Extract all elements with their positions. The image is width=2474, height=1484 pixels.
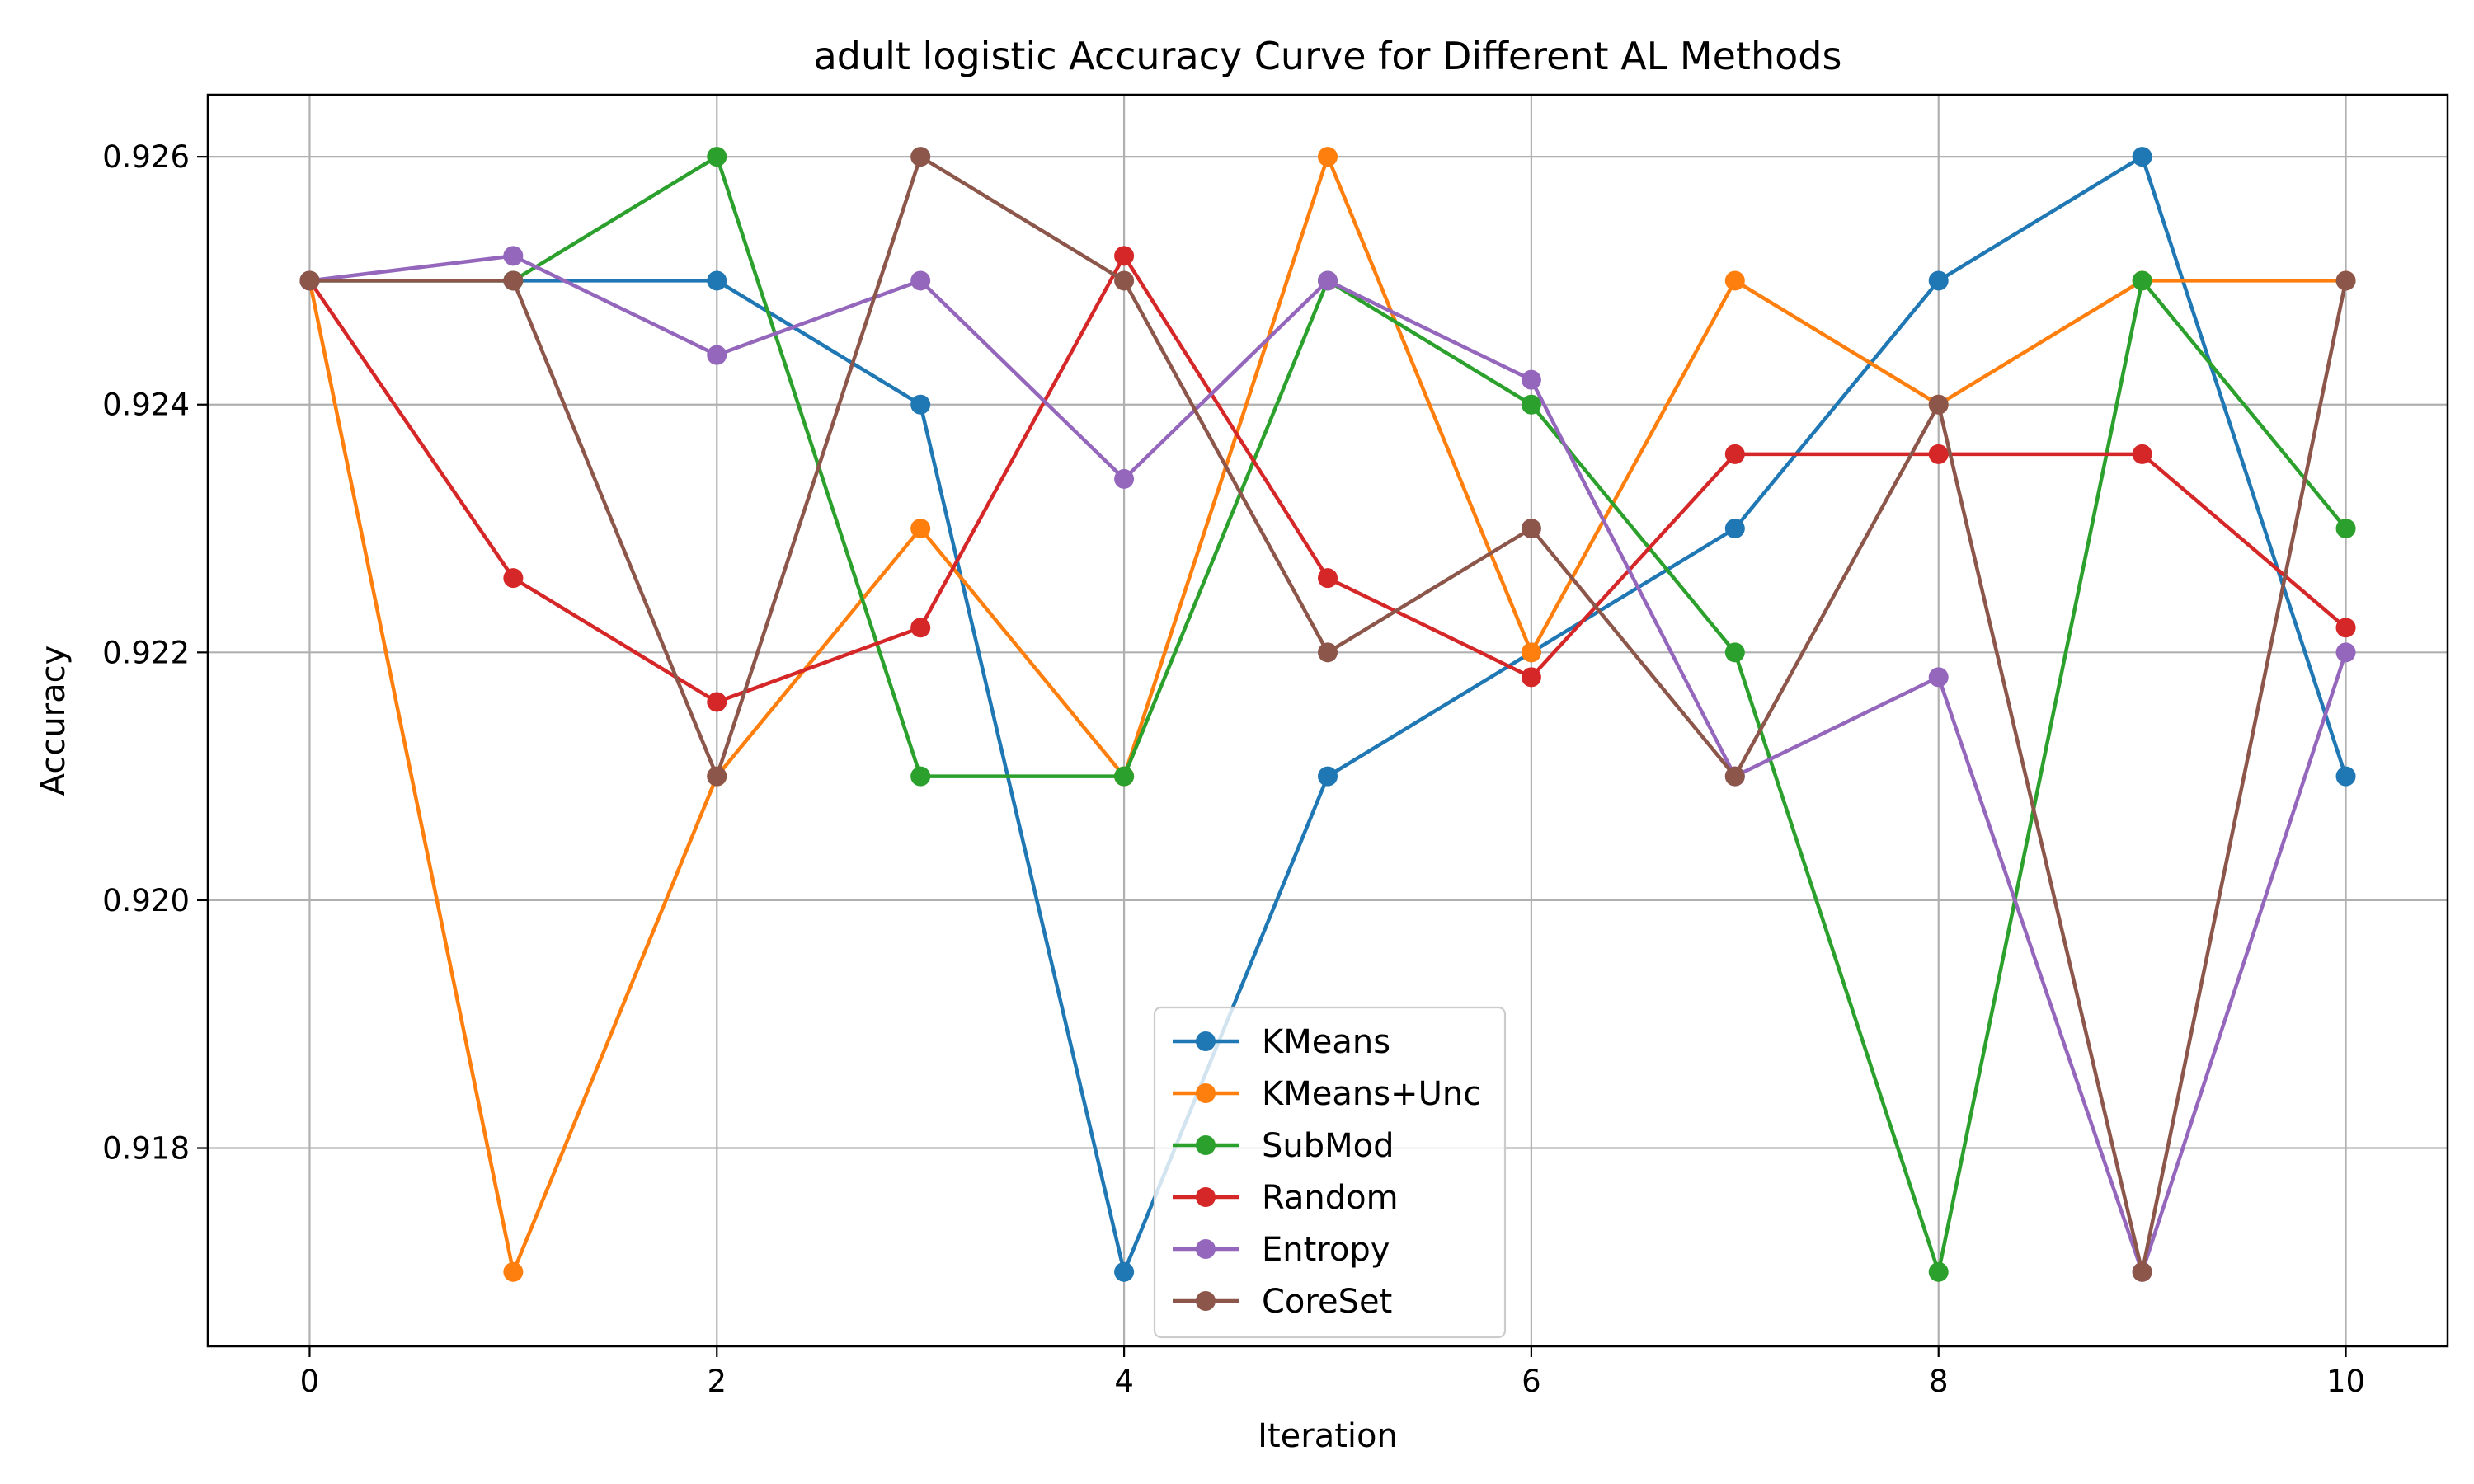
data-point-submod (2132, 270, 2152, 291)
legend-entry: Random (1173, 1179, 1399, 1217)
y-axis-label: Accuracy (35, 646, 73, 796)
legend: KMeans KMeans+Unc SubMod Random Entropy CoreS… (1153, 1006, 1507, 1339)
x-tick-label: 8 (1929, 1364, 1949, 1399)
data-point-random (1928, 444, 1949, 464)
data-point-coreset (1724, 766, 1745, 787)
legend-entry: SubMod (1173, 1127, 1395, 1165)
data-point-entropy (1114, 468, 1135, 489)
data-point-entropy (1928, 667, 1949, 688)
data-point-submod (707, 147, 727, 167)
data-point-entropy (503, 246, 524, 266)
data-point-coreset (1114, 270, 1135, 291)
data-point-kmeans (1114, 1261, 1135, 1282)
data-point-random (503, 568, 524, 589)
data-point-coreset (1928, 394, 1949, 415)
data-point-kmeans (2132, 147, 2152, 167)
data-point-submod (2335, 519, 2356, 539)
data-point-submod (1521, 394, 1541, 415)
legend-label: KMeans (1262, 1023, 1390, 1061)
x-tick-label: 0 (300, 1364, 320, 1399)
data-point-random (2132, 444, 2152, 464)
legend-entry: CoreSet (1173, 1283, 1392, 1321)
data-point-coreset (1521, 519, 1541, 539)
legend-entry: KMeans (1173, 1023, 1390, 1061)
data-point-random (2335, 618, 2356, 638)
x-tick-label: 6 (1522, 1364, 1541, 1399)
y-tick-label: 0.918 (102, 1131, 190, 1167)
data-point-kmeans (2335, 766, 2356, 787)
data-point-kmeans (1318, 766, 1338, 787)
data-point-kmeans-unc (1724, 270, 1745, 291)
legend-label: Entropy (1262, 1231, 1390, 1269)
y-tick-label: 0.920 (102, 883, 190, 918)
legend-box (1153, 1006, 1507, 1339)
data-point-kmeans (1724, 519, 1745, 539)
data-point-kmeans (707, 270, 727, 291)
data-point-coreset (2132, 1261, 2152, 1282)
x-axis-label: Iteration (1258, 1417, 1398, 1455)
legend-label: SubMod (1262, 1127, 1395, 1165)
data-point-submod (910, 766, 931, 787)
legend-entry: KMeans+Unc (1173, 1075, 1481, 1113)
axis-ticks: 0 2 4 6 8 10 0.918 0.920 0.922 0.924 0.926 (102, 139, 2365, 1399)
data-point-coreset (910, 147, 931, 167)
legend-marker (1196, 1239, 1216, 1259)
data-point-submod (1724, 642, 1745, 663)
data-point-random (910, 618, 931, 638)
data-point-random (1114, 246, 1135, 266)
legend-marker (1196, 1135, 1216, 1155)
data-point-random (1521, 667, 1541, 688)
data-point-submod (1114, 766, 1135, 787)
legend-label: CoreSet (1262, 1283, 1392, 1321)
data-point-kmeans-unc (910, 519, 931, 539)
chart-title: adult logistic Accuracy Curve for Differ… (814, 34, 1842, 78)
data-point-random (1724, 444, 1745, 464)
data-point-kmeans-unc (1318, 147, 1338, 167)
legend-marker (1196, 1187, 1216, 1207)
series-coreset (299, 147, 2356, 1282)
data-point-entropy (707, 345, 727, 365)
data-point-random (1318, 568, 1338, 589)
data-point-coreset (707, 766, 727, 787)
data-point-coreset (1318, 642, 1338, 663)
series-layer (299, 147, 2356, 1282)
data-point-kmeans (910, 394, 931, 415)
legend-entry: Entropy (1173, 1231, 1390, 1269)
y-tick-label: 0.926 (102, 139, 190, 175)
legend-label: KMeans+Unc (1262, 1075, 1481, 1113)
data-point-submod (1928, 1261, 1949, 1282)
data-point-random (707, 692, 727, 712)
data-point-entropy (1318, 270, 1338, 291)
x-tick-label: 4 (1114, 1364, 1134, 1399)
legend-marker (1196, 1031, 1216, 1051)
y-tick-label: 0.922 (102, 635, 190, 670)
data-point-kmeans-unc (1521, 642, 1541, 663)
y-tick-label: 0.924 (102, 387, 190, 423)
data-point-entropy (1521, 369, 1541, 390)
x-tick-label: 10 (2326, 1364, 2365, 1399)
legend-marker (1196, 1291, 1216, 1311)
legend-marker (1196, 1083, 1216, 1103)
data-point-coreset (299, 270, 320, 291)
x-tick-label: 2 (707, 1364, 727, 1399)
data-point-coreset (503, 270, 524, 291)
data-point-coreset (2335, 270, 2356, 291)
data-point-kmeans-unc (503, 1261, 524, 1282)
legend-label: Random (1262, 1179, 1399, 1217)
data-point-entropy (910, 270, 931, 291)
data-point-kmeans (1928, 270, 1949, 291)
plot-frame (206, 93, 2449, 1348)
data-point-entropy (2335, 642, 2356, 663)
